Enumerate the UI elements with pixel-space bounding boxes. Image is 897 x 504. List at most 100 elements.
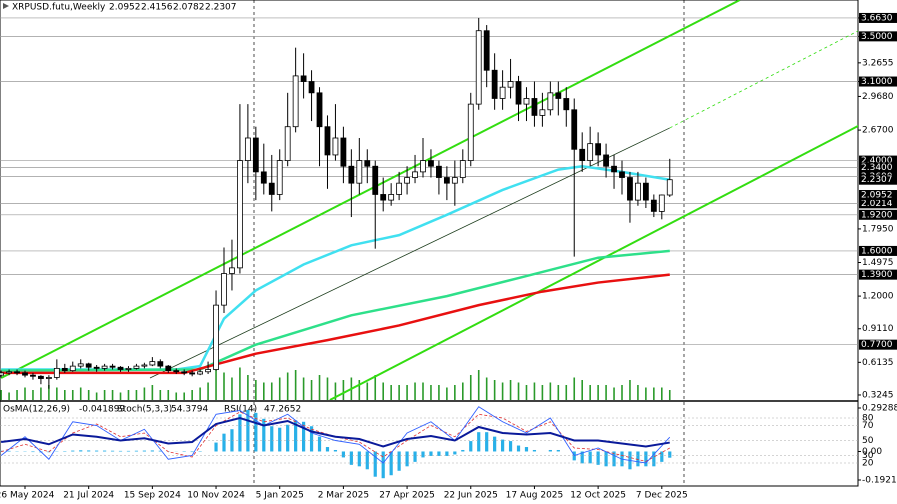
x-tick-label: 21 Jul 2024 xyxy=(63,491,114,501)
level-box xyxy=(859,269,897,280)
osma-bar xyxy=(0,450,3,452)
level-box xyxy=(859,245,897,256)
candle-body xyxy=(117,366,124,370)
level-box xyxy=(859,198,897,209)
candle-body xyxy=(571,109,578,150)
candle-body xyxy=(252,137,259,173)
volume-bar xyxy=(310,380,313,400)
candle-body xyxy=(443,177,450,184)
volume-bar xyxy=(661,387,663,400)
volume-bar xyxy=(446,387,448,400)
volume-bar xyxy=(270,382,273,400)
volume-bar xyxy=(278,377,281,400)
candle-body xyxy=(244,137,251,161)
rsi-line xyxy=(0,416,670,448)
osma-bar xyxy=(246,409,250,452)
osma-bar xyxy=(87,450,91,452)
candle-body xyxy=(237,160,243,269)
y-tick-label: 1.2000 xyxy=(862,292,894,302)
candle-body xyxy=(205,369,211,373)
candle-body xyxy=(308,81,315,94)
y-tick-label: 0.9110 xyxy=(862,324,894,334)
candle-body xyxy=(523,98,530,105)
osc-tick-label: 20 xyxy=(862,459,874,469)
candle-body xyxy=(595,143,602,156)
osma-bar xyxy=(508,441,513,452)
volume-bar xyxy=(32,390,34,400)
x-tick-label: 22 Jun 2025 xyxy=(444,491,498,501)
osma-bar xyxy=(150,450,154,452)
osma-bar xyxy=(485,432,489,452)
y-tick-label: 1.4975 xyxy=(862,258,894,268)
stoch-label: Stoch(5,3,3) xyxy=(117,405,172,415)
candle-body xyxy=(189,372,196,375)
trend-line xyxy=(149,127,670,379)
candle-body xyxy=(587,143,594,161)
x-tick-label: 27 Apr 2025 xyxy=(379,491,435,501)
candle-body xyxy=(642,182,649,201)
volume-bar xyxy=(637,385,639,400)
volume-bar xyxy=(621,385,623,400)
volume-bar xyxy=(183,392,185,400)
x-tick-label: 7 Dec 2025 xyxy=(636,491,688,501)
osma-bar xyxy=(222,433,226,452)
volume-bar xyxy=(286,372,289,400)
osma-bar xyxy=(126,450,131,452)
candle-body xyxy=(380,194,387,201)
y-tick-label: 2.6700 xyxy=(862,126,894,136)
candle-body xyxy=(260,171,267,184)
candle-body xyxy=(364,160,371,167)
candle-body xyxy=(0,372,5,376)
osma-bar xyxy=(612,451,616,467)
osma-bar xyxy=(556,449,560,452)
volume-bar xyxy=(167,390,170,400)
volume-bar xyxy=(40,387,42,400)
candle-body xyxy=(579,148,586,161)
candle-body xyxy=(45,377,52,379)
osma-bar xyxy=(214,442,218,452)
osma-bar xyxy=(413,451,417,462)
volume-bar xyxy=(382,382,384,400)
osma-bar xyxy=(437,451,441,456)
open-price-label: 2.0952 xyxy=(861,191,893,201)
candle-body xyxy=(85,363,92,368)
volume-bar xyxy=(493,380,496,400)
candle-body xyxy=(348,165,355,184)
candle-body xyxy=(229,267,235,274)
osma-bar xyxy=(71,450,75,452)
osma-bar xyxy=(660,451,664,462)
osma-bar xyxy=(134,450,139,452)
volume-bar xyxy=(95,392,98,400)
volume-bar xyxy=(605,385,607,400)
oscillator-pane xyxy=(0,406,858,479)
volume-bar xyxy=(71,390,74,400)
volume-bar xyxy=(438,385,440,400)
volume-bar xyxy=(477,370,480,400)
x-tick-label: 5 Jan 2025 xyxy=(256,491,304,501)
volume-bar xyxy=(207,382,209,400)
osma-bar xyxy=(333,449,338,452)
candle-body xyxy=(101,365,108,369)
osma-bar xyxy=(405,451,409,467)
osma-bar xyxy=(341,451,345,458)
candle-body xyxy=(619,171,625,178)
candle-body xyxy=(69,365,76,372)
y-tick-label: 2.9680 xyxy=(862,92,894,102)
volume-bar xyxy=(668,390,671,400)
volume-bar xyxy=(143,387,146,400)
x-tick-label: 2 Mar 2025 xyxy=(318,491,369,501)
rsi-value: 47.2652 xyxy=(264,405,301,415)
volume-bar xyxy=(326,377,329,400)
level-label: 2.0214 xyxy=(861,199,893,209)
candle-body xyxy=(93,366,100,369)
candle-body xyxy=(133,365,140,369)
osma-bar xyxy=(110,450,115,452)
osma-bar xyxy=(532,449,537,452)
osma-bar xyxy=(118,450,123,452)
volume-bar xyxy=(565,385,568,400)
osma-bar xyxy=(644,451,648,467)
main-pane xyxy=(0,0,858,400)
plot-frame xyxy=(0,0,859,487)
chart-title: XRPUSD.futu,Weekly xyxy=(12,3,106,13)
